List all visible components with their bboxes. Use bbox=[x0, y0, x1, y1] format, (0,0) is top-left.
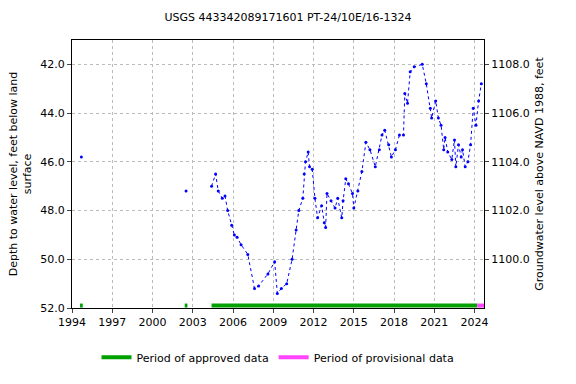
svg-text:42.0: 42.0 bbox=[40, 58, 65, 71]
svg-text:USGS 443342089171601 PT-24/10E: USGS 443342089171601 PT-24/10E/16-1324 bbox=[164, 11, 411, 24]
svg-text:Period of provisional data: Period of provisional data bbox=[314, 352, 454, 365]
svg-text:2006: 2006 bbox=[219, 316, 247, 329]
svg-text:44.0: 44.0 bbox=[40, 107, 65, 120]
svg-text:1108.0: 1108.0 bbox=[491, 58, 530, 71]
svg-text:1100.0: 1100.0 bbox=[491, 253, 530, 266]
svg-text:1106.0: 1106.0 bbox=[491, 107, 530, 120]
svg-text:1997: 1997 bbox=[98, 316, 126, 329]
svg-text:2021: 2021 bbox=[420, 316, 448, 329]
svg-text:2015: 2015 bbox=[340, 316, 368, 329]
svg-text:2009: 2009 bbox=[259, 316, 287, 329]
svg-text:2024: 2024 bbox=[461, 316, 489, 329]
svg-text:1104.0: 1104.0 bbox=[491, 156, 530, 169]
svg-text:2000: 2000 bbox=[139, 316, 167, 329]
svg-text:2003: 2003 bbox=[179, 316, 207, 329]
svg-text:Groundwater level above NAVD 1: Groundwater level above NAVD 1988, feet bbox=[533, 57, 546, 291]
svg-text:Period of approved data: Period of approved data bbox=[137, 352, 269, 365]
svg-text:50.0: 50.0 bbox=[40, 253, 65, 266]
svg-text:Depth to water level, feet bel: Depth to water level, feet below landsur… bbox=[7, 72, 34, 277]
svg-text:48.0: 48.0 bbox=[40, 204, 65, 217]
svg-text:1102.0: 1102.0 bbox=[491, 204, 530, 217]
svg-text:52.0: 52.0 bbox=[40, 302, 65, 315]
svg-text:2018: 2018 bbox=[380, 316, 408, 329]
svg-text:2012: 2012 bbox=[300, 316, 328, 329]
svg-text:1994: 1994 bbox=[58, 316, 86, 329]
svg-text:46.0: 46.0 bbox=[40, 156, 65, 169]
